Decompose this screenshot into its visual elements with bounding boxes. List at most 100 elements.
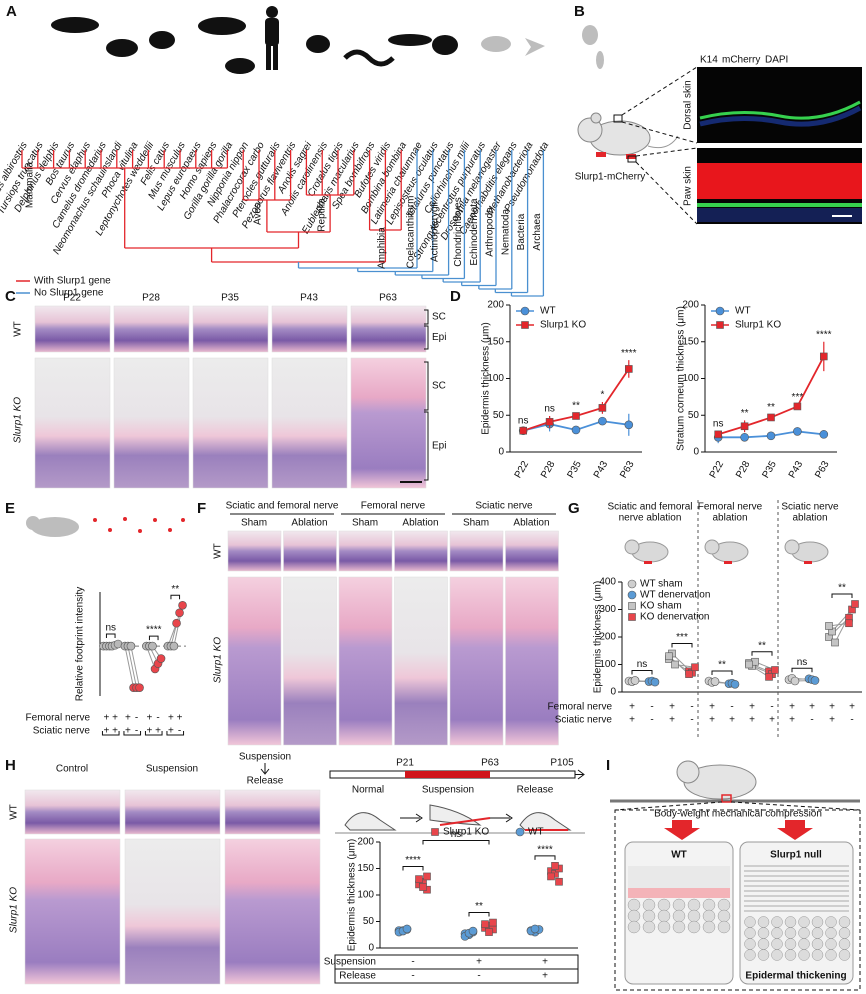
data-point xyxy=(714,430,723,439)
note: Epidermal thickening xyxy=(745,971,846,982)
data-point xyxy=(624,420,634,430)
bracket xyxy=(424,361,429,411)
data-point xyxy=(175,608,184,618)
significance-bracket xyxy=(422,839,490,845)
mouse-label: Slurp1-mCherry xyxy=(575,172,646,183)
y-tick-label: 50 xyxy=(363,916,375,927)
y-tick-label: 400 xyxy=(599,577,616,588)
sign: + xyxy=(112,726,118,737)
micrograph xyxy=(283,530,337,572)
significance: *** xyxy=(676,632,688,643)
data-point xyxy=(771,666,779,674)
sign: + xyxy=(168,713,174,724)
x-tick-label: P43 xyxy=(592,459,611,480)
row-label: Slurp1 KO xyxy=(213,637,224,683)
micrograph xyxy=(271,305,348,353)
age-label: P105 xyxy=(550,758,574,769)
micrograph xyxy=(350,357,427,489)
pair-bracket xyxy=(123,731,142,736)
data-point xyxy=(630,676,640,685)
condition-label: Sham xyxy=(241,518,267,529)
series-line xyxy=(717,356,825,436)
pair-line xyxy=(124,645,135,688)
x-tick-label: P28 xyxy=(734,459,753,480)
cell xyxy=(702,920,716,934)
header-label: Sciatic nerve xyxy=(475,501,533,512)
micrograph xyxy=(24,838,121,985)
stain-label: K14 xyxy=(700,55,718,66)
cell xyxy=(642,898,656,912)
cell xyxy=(757,916,770,928)
data-point xyxy=(765,673,773,681)
cell xyxy=(811,949,824,961)
group-title: nerve ablation xyxy=(619,513,682,524)
significance: ** xyxy=(171,584,179,595)
y-tick-label: 150 xyxy=(487,336,504,347)
significance: ns xyxy=(451,829,462,840)
data-point xyxy=(481,920,489,928)
sign: + xyxy=(629,702,635,713)
sign: + xyxy=(669,702,675,713)
row-label: WT xyxy=(213,543,224,559)
cell xyxy=(744,949,756,961)
cell xyxy=(672,898,686,912)
mouse-footprints xyxy=(26,516,185,537)
phase-label: Release xyxy=(517,785,554,796)
significance: ** xyxy=(758,640,766,651)
panel-label: I xyxy=(606,757,610,774)
pair-bracket xyxy=(144,731,163,736)
x-tick-label: P63 xyxy=(813,459,832,480)
significance: **** xyxy=(816,329,832,340)
micrograph xyxy=(113,357,190,489)
legend-label: WT denervation xyxy=(640,590,710,601)
cell xyxy=(717,909,731,923)
cell xyxy=(657,898,671,912)
cell xyxy=(771,916,783,928)
y-axis-label: Epidermis thickness (μm) xyxy=(347,839,358,951)
micrograph xyxy=(283,576,337,746)
cell xyxy=(838,949,851,961)
x-tick-label: P63 xyxy=(618,459,637,480)
legend-marker xyxy=(628,613,636,621)
micrograph xyxy=(271,357,348,489)
group-title: Femoral nerve xyxy=(698,502,763,513)
data-point xyxy=(545,418,554,426)
data-point xyxy=(178,601,187,610)
cell xyxy=(672,920,686,934)
sign: + xyxy=(104,713,110,724)
cell xyxy=(798,927,810,939)
significance-bracket xyxy=(170,594,181,600)
sign: + xyxy=(829,715,835,726)
micrograph xyxy=(224,838,321,985)
header-label: Femoral nerve xyxy=(361,501,426,512)
panel-label: A xyxy=(6,3,17,20)
data-point xyxy=(793,402,802,411)
y-tick-label: 100 xyxy=(357,890,374,901)
micrograph xyxy=(449,530,504,572)
sign: - xyxy=(690,702,693,713)
data-point xyxy=(126,641,136,651)
significance-bracket xyxy=(831,593,853,598)
y-tick-label: 0 xyxy=(368,943,374,954)
micrograph xyxy=(192,357,269,489)
data-point xyxy=(825,622,833,630)
micrograph xyxy=(224,789,321,835)
data-point xyxy=(415,875,423,883)
pair-line xyxy=(127,645,138,688)
data-point xyxy=(650,677,660,687)
x-tick-label: P35 xyxy=(760,459,779,480)
micrograph xyxy=(394,576,448,746)
genotype-label: Slurp1 null xyxy=(770,850,822,861)
k14-stain xyxy=(697,203,862,207)
column-label: P28 xyxy=(142,293,160,304)
data-point xyxy=(745,660,753,669)
group-label: Arthropoda xyxy=(485,207,496,257)
row-label: WT xyxy=(13,321,24,337)
stain-label: mCherry xyxy=(722,55,760,66)
group-title: ablation xyxy=(792,513,827,524)
significance-bracket xyxy=(105,633,116,638)
data-point xyxy=(691,663,699,672)
data-point xyxy=(819,430,829,439)
cell xyxy=(642,920,656,934)
micrograph xyxy=(697,67,862,143)
